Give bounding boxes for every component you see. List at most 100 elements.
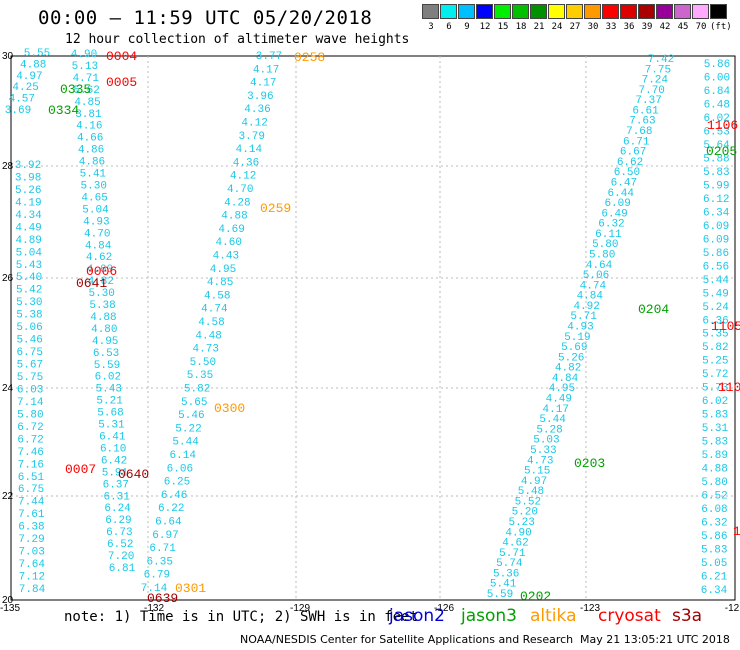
wave-height-label: 4.62 (86, 252, 112, 264)
pass-time-label: 0639 (147, 591, 178, 606)
wave-height-label: 4.97 (16, 71, 42, 83)
scale-swatch (440, 4, 457, 19)
wave-height-label: 5.04 (82, 204, 109, 216)
pass-time-label: 0006 (86, 264, 117, 279)
wave-height-label: 4.17 (253, 64, 279, 76)
map-subtitle: 12 hour collection of altimeter wave hei… (65, 32, 410, 47)
scale-swatch (512, 4, 529, 19)
map-title: 00:00 — 11:59 UTC 05/20/2018 (38, 7, 373, 29)
wave-height-label: 6.11 (595, 229, 622, 241)
wave-height-label: 4.12 (230, 171, 256, 183)
wave-height-label: 6.75 (18, 484, 44, 496)
wave-height-label: 4.48 (195, 330, 221, 342)
legend-jason2: jason2 (389, 606, 445, 626)
wave-height-label: 5.52 (515, 496, 541, 508)
wave-height-label: 5.21 (96, 396, 123, 408)
wave-height-label: 4.14 (236, 144, 263, 156)
wave-height-label: 6.02 (702, 396, 728, 408)
wave-height-label: 4.49 (15, 222, 41, 234)
wave-height-label: 5.03 (533, 435, 559, 447)
wave-height-label: 4.82 (88, 276, 114, 288)
wave-height-label: 5.62 (73, 85, 99, 97)
legend-jason3: jason3 (461, 606, 517, 626)
wave-height-label: 5.06 (583, 270, 609, 282)
wave-height-label: 7.84 (19, 584, 46, 596)
wave-height-label: 4.49 (546, 394, 572, 406)
wave-height-label: 6.08 (701, 504, 727, 516)
wave-height-label: 6.09 (604, 198, 630, 210)
wave-height-label: 6.32 (701, 518, 727, 530)
wave-height-label: 7.29 (18, 534, 44, 546)
wave-height-label: 3.98 (15, 172, 41, 184)
wave-height-label: 6.84 (704, 86, 731, 98)
wave-height-label: 6.48 (704, 99, 730, 111)
wave-height-label: 7.14 (141, 583, 168, 595)
scale-swatch (566, 4, 583, 19)
wave-height-label: 5.30 (88, 288, 114, 300)
pass-time-label: 1105 (711, 319, 740, 334)
scale-swatch (638, 4, 655, 19)
wave-height-label: 6.73 (106, 527, 132, 539)
scale-swatch (692, 4, 709, 19)
wave-height-label: 4.70 (227, 184, 253, 196)
wave-height-label: 4.58 (204, 290, 230, 302)
wave-height-label: 4.84 (85, 240, 112, 252)
wave-height-label: 5.50 (190, 357, 216, 369)
wave-height-label: 4.19 (15, 197, 41, 209)
wave-height-label: 5.44 (703, 275, 730, 287)
wave-height-label: 6.53 (703, 126, 729, 138)
wave-height-label: 4.60 (216, 237, 242, 249)
wave-height-label: 4.73 (193, 344, 219, 356)
wave-height-label: 7.63 (629, 116, 655, 128)
wave-height-label: 6.46 (161, 490, 187, 502)
wave-height-label: 6.10 (100, 443, 126, 455)
wave-height-label: 4.93 (567, 322, 593, 334)
wave-height-label: 5.71 (570, 311, 597, 323)
wave-height-label: 7.61 (18, 509, 45, 521)
wave-height-label: 5.35 (702, 329, 728, 341)
wave-height-label: 5.59 (487, 589, 513, 601)
wave-height-label: 6.75 (17, 347, 43, 359)
wave-height-label: 6.29 (105, 515, 131, 527)
wave-height-label: 3.81 (75, 109, 102, 121)
wave-height-label: 4.89 (16, 235, 42, 247)
wave-height-label: 7.75 (645, 64, 671, 76)
wave-height-label: 4.64 (586, 260, 613, 272)
wave-height-label: 4.86 (79, 157, 105, 169)
wave-height-label: 6.71 (623, 136, 650, 148)
wave-height-label: 5.80 (592, 239, 618, 251)
wave-height-label: 6.02 (95, 372, 121, 384)
wave-height-label: 6.31 (103, 491, 130, 503)
wave-height-label: 5.44 (172, 437, 199, 449)
wave-height-label: 5.86 (703, 248, 729, 260)
wave-height-label: 5.43 (16, 260, 42, 272)
wave-height-label: 5.69 (561, 342, 587, 354)
pass-time-label: 0204 (638, 302, 669, 317)
wave-height-label: 5.83 (701, 545, 727, 557)
map-frame (10, 55, 736, 601)
wave-height-label: 6.22 (158, 503, 184, 515)
wave-height-label: 7.46 (18, 447, 44, 459)
scale-label: 70 (695, 22, 707, 32)
scale-swatch (710, 4, 727, 19)
pass-time-label: 0301 (175, 581, 206, 596)
pass-time-label: 110 (718, 380, 740, 395)
wave-height-label: 5.91 (102, 467, 129, 479)
wave-height-label: 4.66 (77, 133, 103, 145)
wave-height-label: 7.24 (642, 75, 669, 87)
wave-height-label: 5.46 (16, 335, 42, 347)
pass-time-label: 0007 (65, 462, 96, 477)
wave-height-label: 3.69 (5, 105, 31, 117)
wave-height-label: 6.50 (614, 167, 640, 179)
scale-label: (ft) (710, 22, 732, 32)
scale-swatch (656, 4, 673, 19)
wave-height-label: 4.95 (549, 383, 575, 395)
wave-height-label: 4.58 (198, 317, 224, 329)
wave-height-label: 4.57 (9, 94, 35, 106)
wave-height-label: 6.79 (144, 570, 170, 582)
wave-height-label: 5.80 (701, 477, 727, 489)
wave-height-label: 7.70 (639, 85, 665, 97)
wave-height-label: 6.12 (703, 194, 729, 206)
wave-height-label: 4.82 (555, 363, 581, 375)
wave-height-label: 4.34 (15, 210, 42, 222)
